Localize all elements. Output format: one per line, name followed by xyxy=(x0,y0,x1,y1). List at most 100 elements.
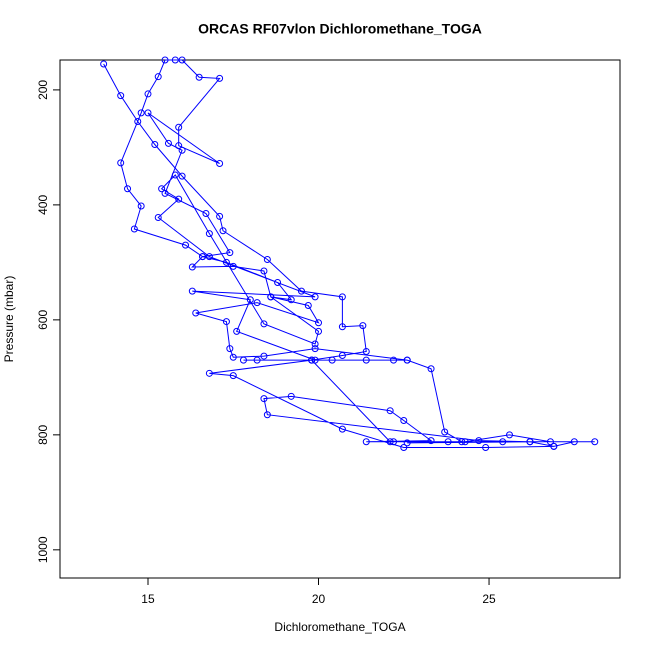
data-point xyxy=(260,352,268,360)
data-point xyxy=(216,212,224,220)
data-point xyxy=(154,214,162,222)
data-point xyxy=(154,73,162,81)
data-point xyxy=(229,262,237,270)
data-point xyxy=(202,210,210,218)
x-tick-label: 25 xyxy=(482,592,496,606)
data-point xyxy=(229,372,237,380)
data-point xyxy=(100,60,108,68)
data-point xyxy=(205,253,213,261)
data-point xyxy=(144,90,152,98)
data-point xyxy=(311,340,319,348)
data-point xyxy=(458,438,466,446)
y-tick-label: 800 xyxy=(36,425,50,445)
data-point xyxy=(461,438,469,446)
data-point xyxy=(311,293,319,301)
data-point xyxy=(144,109,152,117)
data-point xyxy=(246,296,254,304)
data-point xyxy=(386,407,394,415)
data-point xyxy=(506,431,514,439)
data-point xyxy=(263,255,271,263)
data-point xyxy=(171,171,179,179)
data-point xyxy=(390,438,398,446)
data-point xyxy=(175,195,183,203)
data-point xyxy=(229,353,237,361)
data-point xyxy=(328,356,336,364)
y-tick-label: 400 xyxy=(36,195,50,215)
y-axis-label: Pressure (mbar) xyxy=(2,276,16,363)
data-point xyxy=(226,345,234,353)
data-point xyxy=(427,365,435,373)
data-point xyxy=(222,258,230,266)
data-point xyxy=(216,159,224,167)
data-point xyxy=(304,301,312,309)
data-point xyxy=(482,443,490,451)
data-point xyxy=(260,395,268,403)
data-point xyxy=(338,425,346,433)
data-point xyxy=(427,437,435,445)
data-point xyxy=(195,73,203,81)
data-point xyxy=(386,438,394,446)
data-point xyxy=(260,267,268,275)
data-point xyxy=(591,438,599,446)
data-point xyxy=(161,56,169,64)
data-point xyxy=(164,139,172,147)
data-point xyxy=(287,296,295,304)
data-point xyxy=(117,92,125,100)
chart-title: ORCAS RF07vlon Dichloromethane_TOGA xyxy=(198,21,482,37)
data-point xyxy=(362,356,370,364)
data-point xyxy=(475,437,483,445)
data-point xyxy=(263,411,271,419)
data-point xyxy=(403,356,411,364)
data-point xyxy=(546,438,554,446)
data-point xyxy=(260,320,268,328)
data-point xyxy=(192,309,200,317)
data-point xyxy=(158,185,166,193)
data-point xyxy=(499,438,507,446)
data-point xyxy=(175,123,183,131)
data-point xyxy=(199,253,207,261)
data-point xyxy=(297,287,305,295)
data-point xyxy=(311,356,319,364)
data-point xyxy=(205,369,213,377)
data-point xyxy=(137,202,145,210)
data-point xyxy=(338,323,346,331)
data-point xyxy=(222,318,230,326)
data-point xyxy=(390,356,398,364)
x-axis-label: Dichloromethane_TOGA xyxy=(274,620,405,634)
data-point xyxy=(219,227,227,235)
data-point xyxy=(315,319,323,327)
data-point xyxy=(359,322,367,330)
data-point xyxy=(233,327,241,335)
data-point xyxy=(226,249,234,257)
data-point xyxy=(117,159,125,167)
data-point xyxy=(239,356,247,364)
data-point xyxy=(134,118,142,126)
x-tick-label: 15 xyxy=(141,592,155,606)
x-tick-label: 20 xyxy=(312,592,326,606)
data-point xyxy=(188,263,196,271)
y-tick-label: 600 xyxy=(36,310,50,330)
data-point xyxy=(338,293,346,301)
data-point xyxy=(130,225,138,233)
data-point xyxy=(444,438,452,446)
data-point xyxy=(151,141,159,149)
data-point xyxy=(205,230,213,238)
data-point xyxy=(253,356,261,364)
data-point xyxy=(253,299,261,307)
data-point xyxy=(267,293,275,301)
data-point xyxy=(570,438,578,446)
data-point xyxy=(550,442,558,450)
data-point xyxy=(338,352,346,360)
data-point xyxy=(137,109,145,117)
data-point xyxy=(175,142,183,150)
data-point xyxy=(315,327,323,335)
data-point xyxy=(362,438,370,446)
data-point xyxy=(362,347,370,355)
data-point xyxy=(308,356,316,364)
data-point xyxy=(178,56,186,64)
data-point xyxy=(526,438,534,446)
data-point xyxy=(182,241,190,249)
data-point xyxy=(171,56,179,64)
